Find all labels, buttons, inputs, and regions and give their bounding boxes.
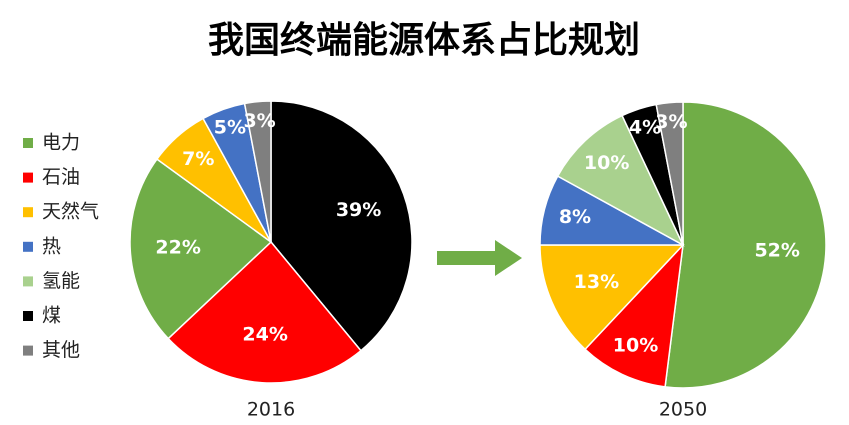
data-label: 7% [182, 148, 214, 170]
pie-slice [243, 100, 272, 243]
x-label: 2016 [247, 399, 295, 421]
pie-slice [129, 158, 273, 340]
data-label: 10% [584, 152, 629, 174]
legend-label: 其他 [42, 339, 80, 361]
legend-label: 煤 [42, 305, 61, 327]
data-label: 8% [559, 206, 591, 228]
pie-slice [539, 244, 685, 351]
legend-label: 电力 [42, 132, 80, 154]
legend-swatch [23, 276, 33, 287]
pie-slice [556, 114, 685, 247]
arrow [437, 240, 522, 276]
pie-slice [584, 242, 685, 388]
legend-label: 天然气 [42, 201, 99, 223]
legend-label: 热 [42, 235, 61, 257]
pie-slice [655, 101, 684, 246]
legend-swatch [23, 345, 33, 356]
pie-slice [664, 101, 827, 389]
data-label: 10% [613, 334, 658, 356]
data-label: 3% [655, 111, 687, 133]
data-label: 22% [155, 236, 200, 258]
data-label: 3% [243, 110, 275, 132]
chart-title: 我国终端能源体系占比规划 [208, 20, 640, 61]
data-label: 5% [214, 116, 246, 138]
data-label: 13% [574, 271, 619, 293]
legend-swatch [23, 241, 33, 252]
data-label: 39% [336, 199, 381, 221]
pie-slice [270, 100, 413, 352]
x-label: 2050 [659, 399, 707, 421]
legend-swatch [23, 311, 33, 321]
legend-swatch [23, 207, 33, 218]
legend-swatch [23, 138, 33, 148]
legend-label: 氢能 [42, 270, 80, 292]
pie-slice [167, 240, 362, 384]
data-label: 52% [754, 239, 799, 261]
data-label: 4% [629, 117, 661, 139]
legend-label: 石油 [42, 166, 80, 188]
data-label: 24% [242, 323, 287, 345]
legend-swatch [23, 172, 33, 183]
